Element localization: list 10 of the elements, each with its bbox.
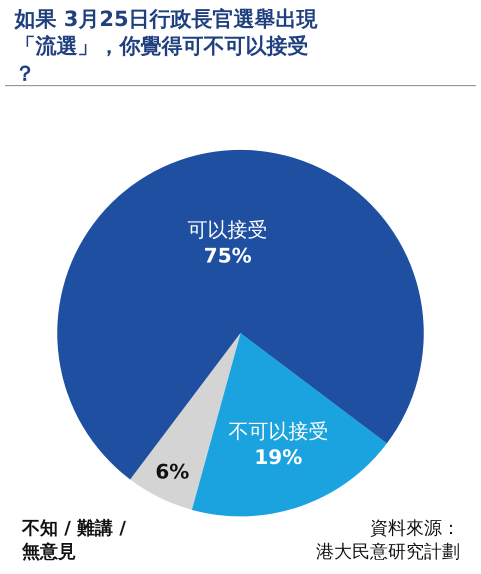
slice-label: 不知 / 難講 / 無意見 (21, 518, 126, 562)
slice-label: 可以接受 (188, 217, 268, 242)
data-label: 75% (204, 243, 252, 268)
data-label: 6% (155, 460, 190, 484)
chart-title: 如果 3月25日行政長官選舉出現「流選」，你覺得可不可以接受？ (13, 6, 319, 86)
pie-slice (192, 333, 387, 516)
slice-label: 不可以接受 (228, 419, 328, 444)
pie-slice (57, 150, 424, 480)
source-note: 資料來源：港大民意研究計劃 (316, 518, 460, 562)
data-label: 19% (254, 445, 302, 470)
